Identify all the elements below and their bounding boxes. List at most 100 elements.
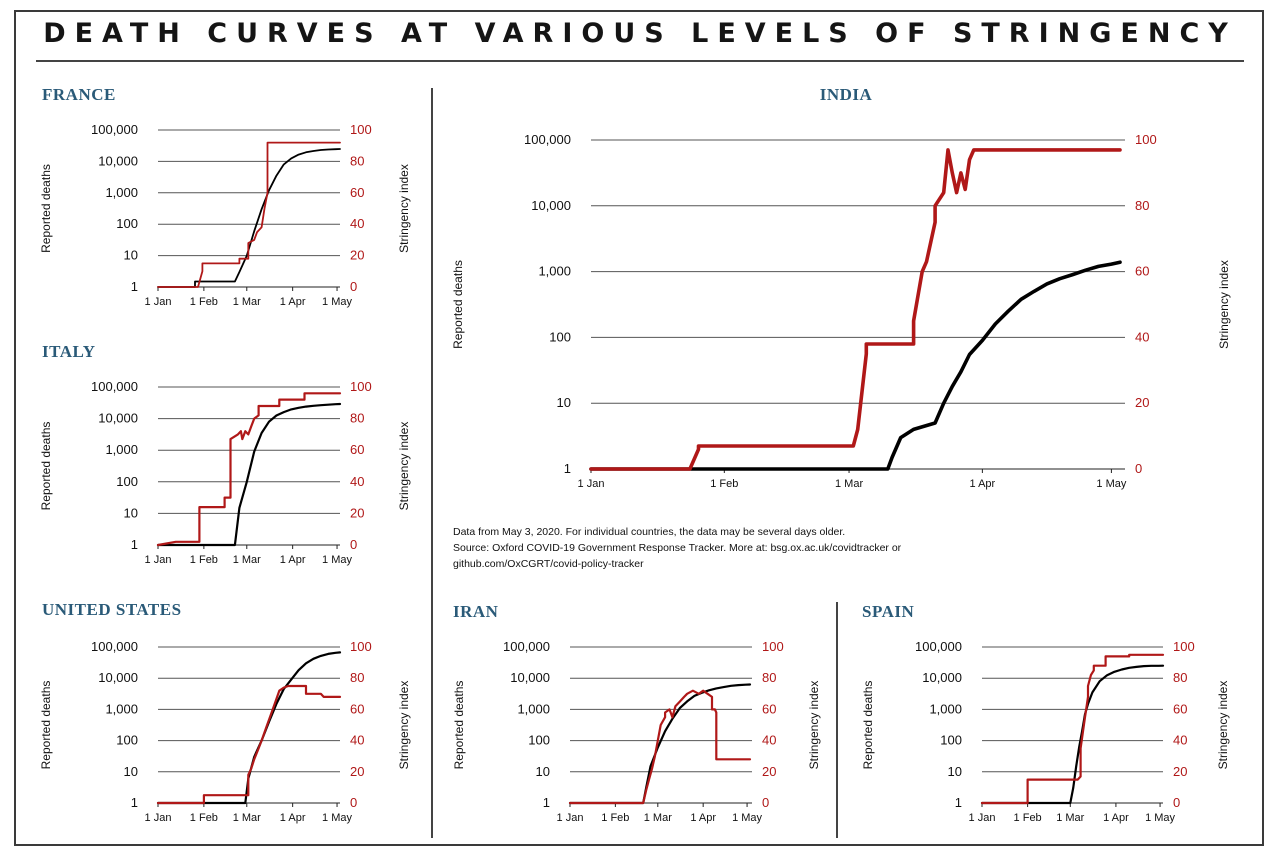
y-tick-label: 10,000 (98, 670, 138, 685)
stringency-series-line (156, 684, 342, 805)
y2-tick-label: 40 (762, 733, 776, 748)
y-tick-label: 100,000 (503, 639, 550, 654)
chart-title: SPAIN (862, 602, 914, 621)
x-tick-label: 1 Jan (145, 812, 172, 824)
y2-tick-label: 0 (350, 279, 357, 294)
y-tick-label: 1 (564, 461, 571, 476)
chart-title: UNITED STATES (42, 600, 182, 619)
y-axis-label: Reported deaths (452, 681, 466, 770)
infographic-frame (14, 10, 1264, 846)
deaths-series-line (980, 664, 1165, 805)
x-tick-label: 1 Apr (280, 554, 306, 566)
y2-tick-label: 0 (762, 795, 769, 810)
y2-axis-label: Stringency index (807, 681, 821, 770)
y2-tick-label: 0 (350, 795, 357, 810)
y-tick-label: 1,000 (517, 701, 550, 716)
y2-tick-label: 100 (1173, 639, 1195, 654)
x-tick-label: 1 Apr (690, 812, 716, 824)
y2-tick-label: 80 (350, 670, 364, 685)
stringency-series-line (157, 141, 341, 288)
x-tick-label: 1 Jan (145, 296, 172, 308)
y-tick-label: 100,000 (524, 132, 571, 147)
deaths-series-line (568, 683, 752, 805)
x-tick-label: 1 Feb (710, 478, 738, 490)
y-axis-label: Reported deaths (861, 681, 875, 770)
x-tick-label: 1 Mar (644, 812, 672, 824)
x-tick-label: 1 Apr (970, 478, 996, 490)
y2-tick-label: 40 (1173, 733, 1187, 748)
x-tick-label: 1 Mar (1056, 812, 1084, 824)
y2-tick-label: 80 (762, 670, 776, 685)
divider-vertical-spain (836, 602, 838, 838)
source-note-line-1: Data from May 3, 2020. For individual co… (453, 526, 846, 538)
y2-axis-label: Stringency index (397, 164, 411, 253)
y2-tick-label: 0 (1173, 795, 1180, 810)
x-tick-label: 1 Mar (233, 296, 261, 308)
y-tick-label: 1 (131, 279, 138, 294)
x-tick-label: 1 May (322, 296, 352, 308)
y-tick-label: 1,000 (105, 701, 138, 716)
y-tick-label: 100 (116, 474, 138, 489)
y-tick-label: 10,000 (922, 670, 962, 685)
y-tick-label: 100 (940, 733, 962, 748)
stringency-series-line (589, 148, 1122, 471)
y-tick-label: 10 (124, 505, 138, 520)
y-tick-label: 10 (124, 248, 138, 263)
y-tick-label: 1,000 (105, 185, 138, 200)
y2-tick-label: 60 (1173, 701, 1187, 716)
y2-tick-label: 80 (1135, 198, 1149, 213)
chart-title: FRANCE (42, 85, 116, 104)
divider-vertical-main (431, 88, 433, 838)
y2-tick-label: 100 (762, 639, 784, 654)
y2-axis-label: Stringency index (397, 422, 411, 511)
y-tick-label: 100 (116, 216, 138, 231)
y-axis-label: Reported deaths (39, 681, 53, 770)
x-tick-label: 1 Apr (280, 812, 306, 824)
y2-tick-label: 20 (1135, 395, 1149, 410)
y-tick-label: 100,000 (915, 639, 962, 654)
y2-tick-label: 40 (350, 216, 364, 231)
y2-tick-label: 100 (350, 379, 372, 394)
y-tick-label: 100 (549, 329, 571, 344)
y-tick-label: 10,000 (98, 153, 138, 168)
y2-tick-label: 100 (350, 639, 372, 654)
y2-tick-label: 60 (350, 701, 364, 716)
x-tick-label: 1 Jan (578, 478, 605, 490)
y2-tick-label: 40 (350, 733, 364, 748)
source-note-line-3: github.com/OxCGRT/covid-policy-tracker (453, 558, 644, 570)
x-tick-label: 1 Mar (233, 812, 261, 824)
x-tick-label: 1 May (732, 812, 762, 824)
y-tick-label: 10 (948, 764, 962, 779)
y2-tick-label: 100 (1135, 132, 1157, 147)
source-note: Data from May 3, 2020. For individual co… (453, 524, 1053, 572)
y2-axis-label: Stringency index (1217, 260, 1231, 349)
y2-tick-label: 20 (350, 764, 364, 779)
y-axis-label: Reported deaths (451, 260, 465, 349)
deaths-series-line (157, 148, 341, 288)
x-tick-label: 1 Apr (280, 296, 306, 308)
y-tick-label: 10,000 (98, 411, 138, 426)
x-tick-label: 1 Feb (190, 812, 218, 824)
y-tick-label: 1 (955, 795, 962, 810)
y-tick-label: 1,000 (929, 701, 962, 716)
x-tick-label: 1 Jan (145, 554, 172, 566)
chart-title: IRAN (453, 602, 499, 621)
y-tick-label: 10 (536, 764, 550, 779)
y2-tick-label: 20 (762, 764, 776, 779)
stringency-series-line (156, 392, 342, 547)
y-tick-label: 1 (131, 795, 138, 810)
x-tick-label: 1 Mar (233, 554, 261, 566)
x-tick-label: 1 May (322, 554, 352, 566)
y2-tick-label: 60 (350, 185, 364, 200)
x-tick-label: 1 May (322, 812, 352, 824)
y-tick-label: 10,000 (531, 198, 571, 213)
y2-tick-label: 80 (350, 411, 364, 426)
y-axis-label: Reported deaths (39, 422, 53, 511)
y2-tick-label: 20 (1173, 764, 1187, 779)
y2-tick-label: 60 (350, 442, 364, 457)
